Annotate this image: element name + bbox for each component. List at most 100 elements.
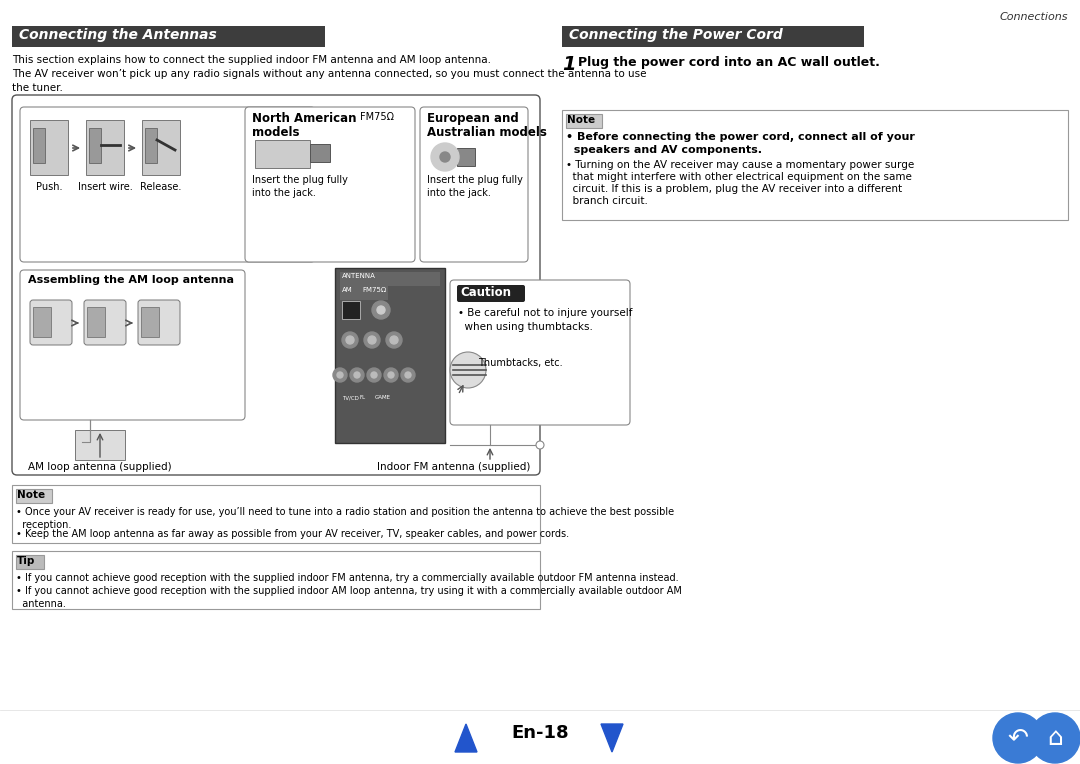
Bar (310, 144, 330, 162)
Circle shape (368, 336, 376, 344)
Text: • Once your AV receiver is ready for use, you’ll need to tune into a radio stati: • Once your AV receiver is ready for use… (16, 507, 674, 517)
Text: AM loop antenna (supplied): AM loop antenna (supplied) (28, 462, 172, 472)
Circle shape (372, 372, 377, 378)
Bar (566, 114, 602, 128)
Circle shape (390, 336, 399, 344)
Text: Plug the power cord into an AC wall outlet.: Plug the power cord into an AC wall outl… (578, 56, 880, 69)
Text: Insert the plug fully: Insert the plug fully (252, 175, 348, 185)
FancyBboxPatch shape (457, 285, 525, 302)
Text: antenna.: antenna. (16, 599, 66, 609)
Bar (145, 128, 157, 163)
Circle shape (333, 368, 347, 382)
Text: Release.: Release. (140, 182, 181, 192)
FancyBboxPatch shape (21, 270, 245, 420)
Text: • Keep the AM loop antenna as far away as possible from your AV receiver, TV, sp: • Keep the AM loop antenna as far away a… (16, 529, 569, 539)
Text: GAME: GAME (375, 395, 391, 400)
Text: Note: Note (17, 490, 45, 500)
Text: ⌂: ⌂ (1048, 726, 1063, 750)
Bar (562, 110, 1068, 220)
FancyBboxPatch shape (245, 107, 415, 262)
Circle shape (372, 301, 390, 319)
Circle shape (364, 332, 380, 348)
Text: • Before connecting the power cord, connect all of your: • Before connecting the power cord, conn… (566, 132, 915, 142)
Circle shape (431, 143, 459, 171)
Text: branch circuit.: branch circuit. (566, 196, 648, 206)
Text: North American: North American (252, 112, 356, 125)
Text: that might interfere with other electrical equipment on the same: that might interfere with other electric… (566, 172, 912, 182)
Text: • If you cannot achieve good reception with the supplied indoor AM loop antenna,: • If you cannot achieve good reception w… (16, 586, 681, 596)
FancyBboxPatch shape (12, 95, 540, 475)
Text: • Be careful not to injure yourself: • Be careful not to injure yourself (458, 308, 633, 318)
Text: ANTENNA: ANTENNA (342, 273, 376, 279)
Text: Caution: Caution (460, 286, 511, 299)
Text: ↶: ↶ (1008, 726, 1028, 750)
Text: Australian models: Australian models (427, 126, 546, 139)
Text: FM75Ω: FM75Ω (360, 112, 394, 122)
Circle shape (354, 372, 360, 378)
Bar (562, 26, 864, 47)
Bar (342, 301, 360, 319)
Bar (340, 272, 440, 286)
Text: The AV receiver won’t pick up any radio signals without any antenna connected, s: The AV receiver won’t pick up any radio … (12, 69, 647, 79)
Circle shape (993, 713, 1043, 763)
Circle shape (401, 368, 415, 382)
Text: European and: European and (427, 112, 518, 125)
Text: • Turning on the AV receiver may cause a momentary power surge: • Turning on the AV receiver may cause a… (566, 160, 915, 170)
Text: Note: Note (567, 115, 595, 125)
Text: when using thumbtacks.: when using thumbtacks. (458, 322, 593, 332)
Circle shape (337, 372, 343, 378)
Bar (141, 120, 180, 175)
Text: En-18: En-18 (511, 724, 569, 742)
Text: Push.: Push. (36, 182, 63, 192)
Text: 1: 1 (562, 55, 576, 74)
Circle shape (536, 441, 544, 449)
Bar (255, 140, 310, 168)
Text: Insert wire.: Insert wire. (78, 182, 133, 192)
Bar (16, 489, 52, 503)
Text: Indoor FM antenna (supplied): Indoor FM antenna (supplied) (377, 462, 530, 472)
Text: into the jack.: into the jack. (427, 188, 491, 198)
Bar (12, 485, 540, 543)
FancyBboxPatch shape (21, 107, 315, 262)
Circle shape (350, 368, 364, 382)
Bar (86, 120, 124, 175)
Text: • If you cannot achieve good reception with the supplied indoor FM antenna, try : • If you cannot achieve good reception w… (16, 573, 678, 583)
FancyBboxPatch shape (450, 280, 630, 425)
Bar (30, 120, 68, 175)
Polygon shape (600, 724, 623, 752)
Circle shape (384, 368, 399, 382)
Bar (12, 26, 325, 47)
Circle shape (342, 332, 357, 348)
Text: Connecting the Antennas: Connecting the Antennas (19, 28, 217, 42)
Bar (89, 128, 102, 163)
Text: FM75Ω: FM75Ω (362, 287, 387, 293)
Circle shape (386, 332, 402, 348)
Text: Connecting the Power Cord: Connecting the Power Cord (569, 28, 783, 42)
Text: speakers and AV components.: speakers and AV components. (566, 145, 762, 155)
Text: Thumbtacks, etc.: Thumbtacks, etc. (478, 358, 563, 368)
Circle shape (440, 152, 450, 162)
Circle shape (405, 372, 411, 378)
Text: into the jack.: into the jack. (252, 188, 315, 198)
Text: reception.: reception. (16, 520, 71, 530)
Text: models: models (252, 126, 299, 139)
Circle shape (1030, 713, 1080, 763)
FancyBboxPatch shape (30, 300, 72, 345)
Text: FL: FL (360, 395, 366, 400)
Text: the tuner.: the tuner. (12, 83, 63, 93)
Text: Connections: Connections (999, 12, 1068, 22)
Text: AM: AM (342, 287, 353, 293)
Text: Insert the plug fully: Insert the plug fully (427, 175, 523, 185)
Circle shape (367, 368, 381, 382)
Bar (335, 268, 445, 443)
FancyBboxPatch shape (138, 300, 180, 345)
Bar (16, 555, 44, 569)
Text: This section explains how to connect the supplied indoor FM antenna and AM loop : This section explains how to connect the… (12, 55, 491, 65)
Bar (33, 307, 51, 337)
Circle shape (346, 336, 354, 344)
Circle shape (388, 372, 394, 378)
Bar (12, 551, 540, 609)
Bar (340, 286, 388, 300)
FancyBboxPatch shape (84, 300, 126, 345)
Text: Tip: Tip (17, 556, 36, 566)
